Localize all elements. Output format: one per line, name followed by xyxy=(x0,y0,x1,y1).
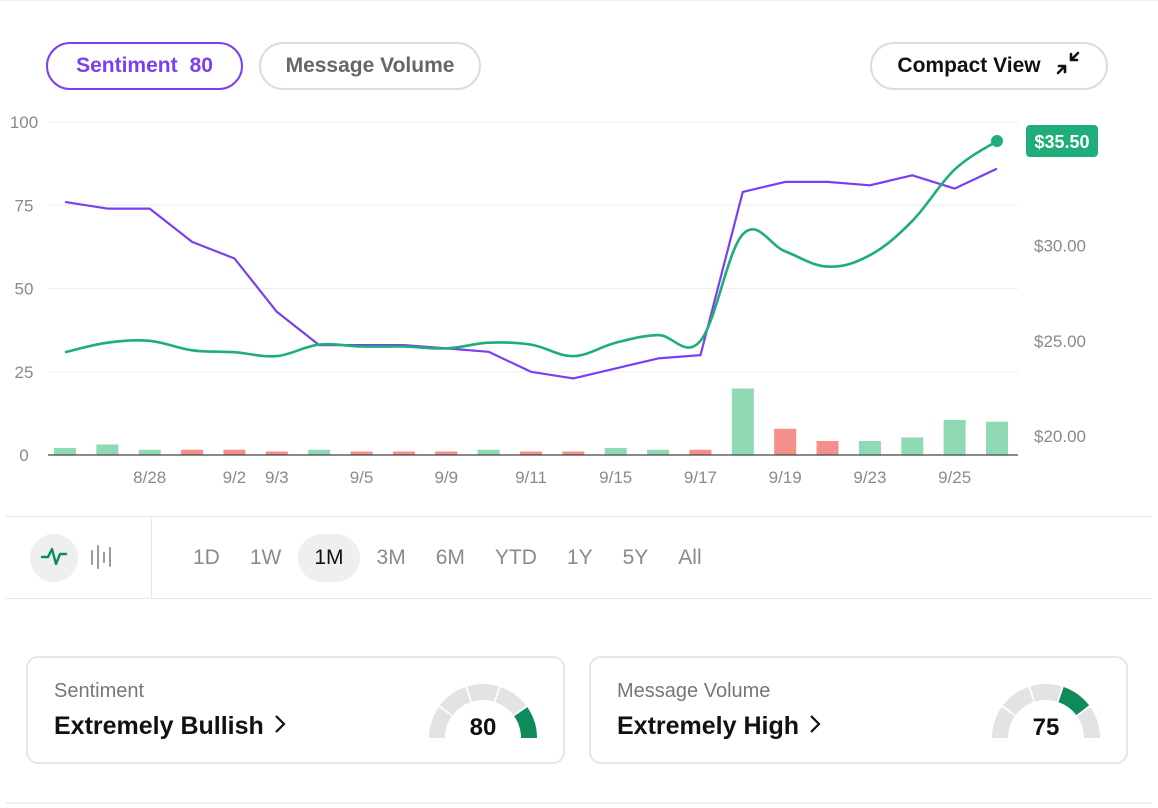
range-6m[interactable]: 6M xyxy=(435,546,465,569)
message-volume-gauge xyxy=(992,684,1100,738)
message-volume-card-label: Message Volume xyxy=(617,680,771,702)
volume-bar xyxy=(816,441,839,455)
sentiment-card-value: Extremely Bullish xyxy=(54,712,286,741)
volume-bar xyxy=(986,421,1008,455)
sentiment-gauge-score: 80 xyxy=(469,714,497,741)
message-volume-card[interactable]: Message Volume Extremely High 75 xyxy=(589,656,1128,764)
volume-bar xyxy=(901,437,924,455)
sentiment-line xyxy=(64,167,998,380)
gauge-segment xyxy=(992,707,1015,738)
bar-chart-icon xyxy=(88,542,116,575)
volume-bar xyxy=(96,444,119,455)
volume-bar xyxy=(138,449,161,455)
x-axis-tick: 9/3 xyxy=(265,468,289,487)
x-axis-tick: 9/2 xyxy=(223,468,247,487)
compact-view-button[interactable]: Compact View xyxy=(870,42,1108,90)
gauge-segment xyxy=(495,686,527,716)
gauge-segment xyxy=(1058,686,1090,716)
message-volume-toggle[interactable]: Message Volume xyxy=(259,42,481,90)
gauge-segment xyxy=(429,707,452,738)
volume-bar xyxy=(181,449,204,455)
volume-bar xyxy=(562,451,585,455)
x-axis-tick: 9/23 xyxy=(853,468,886,487)
message-volume-card-value-text: Extremely High xyxy=(617,712,800,740)
line-chart-icon xyxy=(40,544,68,573)
gauge-segment xyxy=(1077,707,1100,738)
range-3m[interactable]: 3M xyxy=(376,546,406,569)
range-1d[interactable]: 1D xyxy=(193,546,220,569)
range-1w[interactable]: 1W xyxy=(249,546,282,569)
left-axis-tick: 75 xyxy=(15,196,34,215)
right-axis-tick: $30.00 xyxy=(1034,237,1086,256)
compact-view-label: Compact View xyxy=(897,54,1041,77)
range-all[interactable]: All xyxy=(678,546,702,569)
sentiment-card-label: Sentiment xyxy=(54,680,145,702)
volume-bar xyxy=(604,448,627,455)
price-line xyxy=(64,139,998,358)
x-axis-tick: 8/28 xyxy=(133,468,166,487)
sentiment-price-chart: 0 25 50 75 100 $20.00 $25.00 $30.00 8/28 9/2 9/3 9/… xyxy=(10,113,1098,487)
x-axis-tick: 9/5 xyxy=(350,468,374,487)
range-1m[interactable]: 1M xyxy=(298,534,360,582)
volume-bar xyxy=(943,420,966,455)
x-axis-tick: 9/17 xyxy=(684,468,717,487)
chevron-right-icon xyxy=(274,713,286,741)
message-volume-toggle-label: Message Volume xyxy=(285,54,455,77)
sentiment-card-value-text: Extremely Bullish xyxy=(54,712,264,740)
volume-bar xyxy=(350,451,373,455)
sentiment-card[interactable]: Sentiment Extremely Bullish 80 xyxy=(26,656,565,764)
left-axis-tick: 25 xyxy=(15,363,34,382)
x-axis-tick: 9/19 xyxy=(769,468,802,487)
chart-controls-divider-top xyxy=(6,516,1152,517)
chevron-right-icon xyxy=(809,713,821,741)
x-axis-tick: 9/25 xyxy=(938,468,971,487)
range-5y[interactable]: 5Y xyxy=(622,546,649,569)
chart-type-divider xyxy=(151,518,152,598)
sentiment-toggle[interactable]: Sentiment 80 xyxy=(46,42,243,90)
volume-bar xyxy=(54,448,76,455)
chart-controls-divider-bottom xyxy=(6,598,1152,599)
gauge-segment xyxy=(1030,684,1062,702)
bottom-divider xyxy=(6,802,1152,804)
gauge-segment xyxy=(1002,686,1034,716)
x-axis-tick: 9/11 xyxy=(515,468,547,487)
volume-bar xyxy=(435,451,458,455)
message-volume-gauge-score: 75 xyxy=(1032,714,1060,741)
sentiment-toggle-value: 80 xyxy=(189,54,213,77)
x-axis-tick: 9/15 xyxy=(599,468,632,487)
gauge-segment xyxy=(467,684,499,702)
time-range-selector: 1D 1W 1M 3M 6M YTD 1Y 5Y All xyxy=(180,534,719,582)
line-chart-button[interactable] xyxy=(30,534,78,582)
volume-bar xyxy=(731,388,754,455)
last-price-dot xyxy=(991,135,1003,148)
volume-bar xyxy=(223,449,246,455)
last-price-badge xyxy=(1026,125,1098,158)
volume-bar xyxy=(774,428,797,455)
sentiment-gauge xyxy=(429,684,537,738)
left-axis-tick: 0 xyxy=(19,446,28,465)
left-axis-tick: 50 xyxy=(15,280,34,299)
bar-chart-button[interactable] xyxy=(78,534,126,582)
volume-bar xyxy=(392,451,415,455)
top-divider xyxy=(0,0,1158,1)
volume-bar xyxy=(477,449,500,455)
range-1y[interactable]: 1Y xyxy=(566,546,593,569)
last-price-label: $35.50 xyxy=(1034,132,1089,152)
volume-bar xyxy=(689,449,712,455)
volume-bar xyxy=(858,441,881,455)
compress-arrows-icon xyxy=(1055,50,1081,82)
x-axis-tick: 9/9 xyxy=(434,468,458,487)
range-ytd[interactable]: YTD xyxy=(494,546,537,569)
volume-bar xyxy=(520,451,542,455)
left-axis-tick: 100 xyxy=(10,113,38,132)
volume-bar xyxy=(265,451,288,455)
volume-bar xyxy=(308,449,331,455)
gauge-segment xyxy=(439,686,471,716)
right-axis-tick: $25.00 xyxy=(1034,332,1086,351)
message-volume-card-value: Extremely High xyxy=(617,712,821,741)
gauge-segment xyxy=(514,707,537,738)
volume-bar xyxy=(647,449,670,455)
right-axis-tick: $20.00 xyxy=(1034,427,1086,446)
sentiment-toggle-label: Sentiment xyxy=(76,54,178,77)
